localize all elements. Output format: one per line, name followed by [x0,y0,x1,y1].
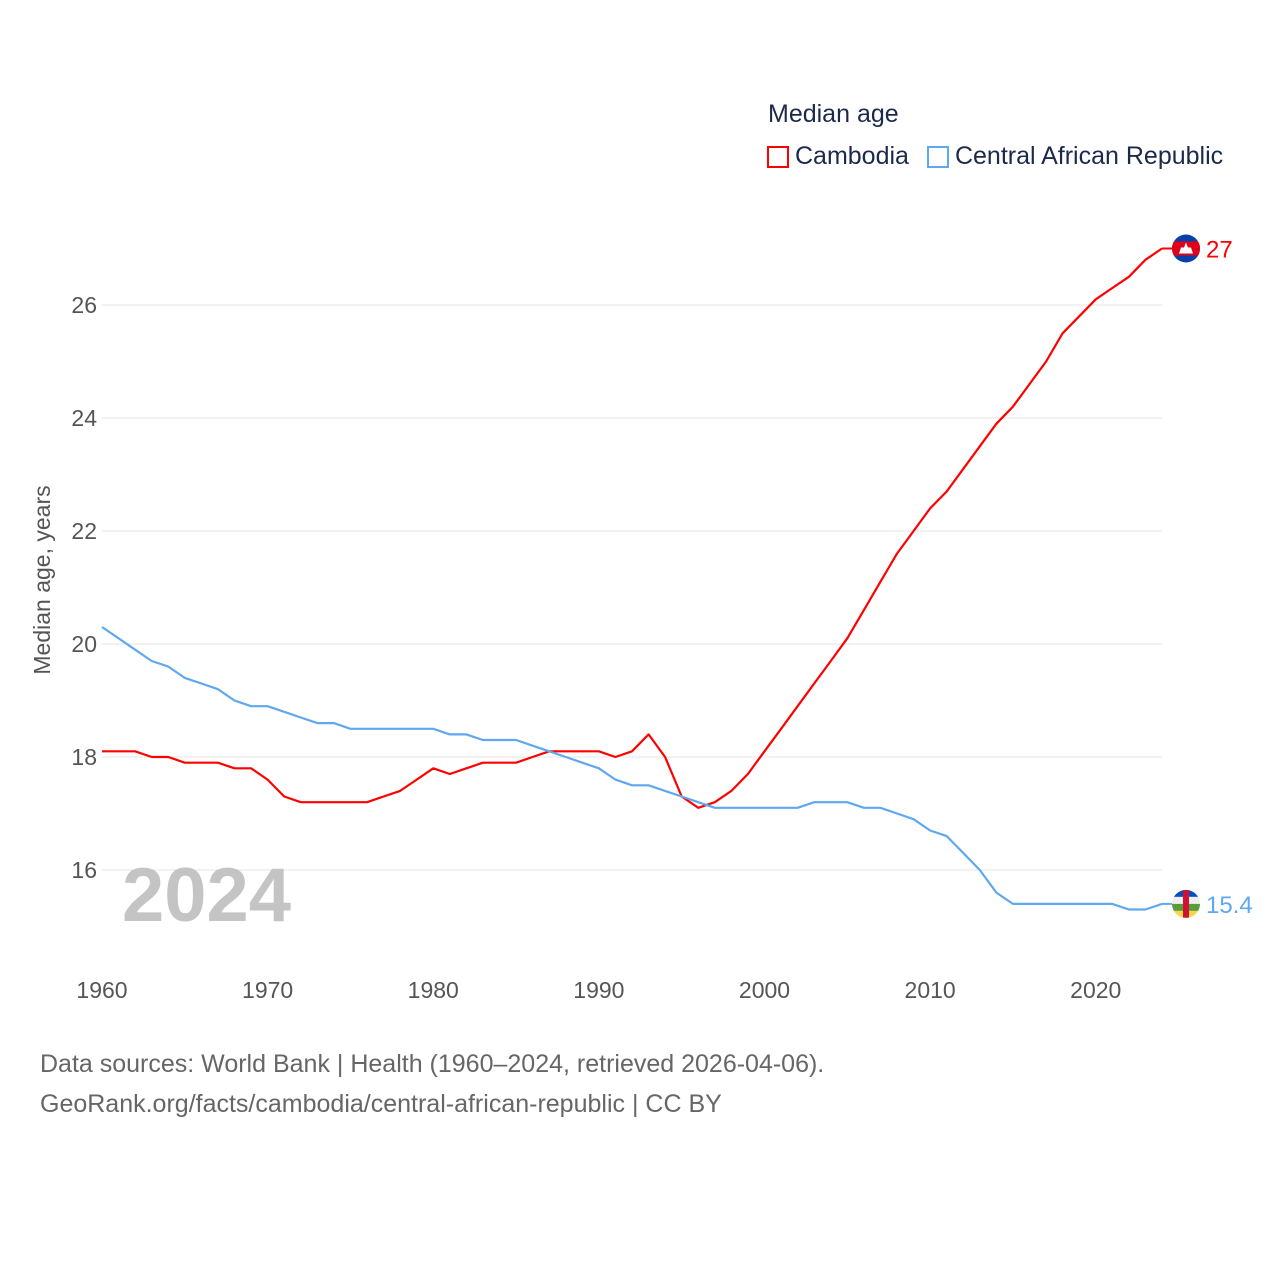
legend-item-car[interactable]: Central African Republic [926,142,1224,171]
legend-swatch-icon [926,145,949,168]
flag-body [1172,234,1200,263]
x-tick-label: 2020 [1070,977,1121,1003]
x-tick-label: 2010 [905,977,956,1003]
end-value-label: 15.4 [1206,892,1253,919]
x-tick-label: 1960 [76,977,127,1003]
x-tick-label: 1970 [242,977,293,1003]
y-tick-label: 24 [71,405,97,431]
legend-swatch-icon [767,145,789,168]
x-tick-label: 1980 [408,977,459,1003]
temple-shape [1179,242,1193,254]
data-source-text: Data sources: World Bank | Health (1960–… [40,1050,825,1078]
cambodia-flag-icon [1172,234,1200,263]
x-tick-label: 2000 [739,977,790,1003]
car-flag-icon [1172,889,1200,918]
y-tick-label: 22 [71,518,97,544]
year-watermark: 2024 [122,853,292,938]
series-line-cambodia [102,247,1163,809]
flag-body [1172,889,1200,918]
legend-label: Central African Republic [954,142,1224,170]
legend-label: Cambodia [795,142,909,170]
y-tick-label: 18 [71,744,97,770]
legend-item-cambodia[interactable]: Cambodia [767,142,909,171]
series-line-car [101,626,1163,911]
flag-stripe [1183,889,1189,918]
y-axis-label: Median age, years [29,485,55,674]
x-tick-label: 1990 [573,977,624,1003]
legend-title: Median age [768,100,899,128]
y-tick-label: 16 [71,857,97,883]
end-value-label: 27 [1206,237,1233,264]
y-tick-label: 20 [71,631,97,657]
source-link[interactable]: GeoRank.org/facts/cambodia/central-afric… [40,1090,722,1118]
legend: Cambodia Central African Republic [767,142,1223,171]
y-tick-label: 26 [71,292,97,318]
footer: Data sources: World Bank | Health (1960–… [40,1044,824,1124]
